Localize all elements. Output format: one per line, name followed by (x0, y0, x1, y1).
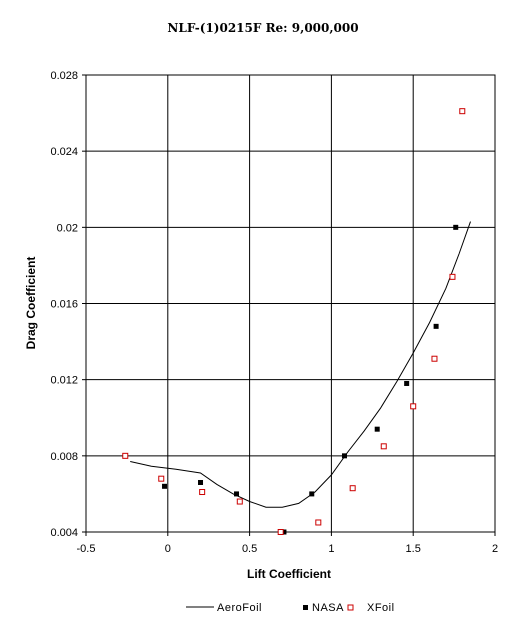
y-tick-label: 0.008 (50, 451, 78, 463)
nasa-point (309, 491, 315, 497)
series-nasa (162, 224, 459, 535)
x-tick-label: 0.5 (242, 543, 257, 555)
legend-item-xfoil: XFoil (347, 602, 395, 614)
legend-label: NASA (312, 602, 344, 614)
chart-title: NLF-(1)0215F Re: 9,000,000 (167, 21, 358, 35)
x-tick-label: -0.5 (77, 543, 96, 555)
series-xfoil (122, 108, 466, 535)
legend: AeroFoil NASA XFoil (186, 602, 395, 614)
xfoil-point (315, 519, 322, 526)
legend-label: XFoil (367, 602, 395, 614)
xfoil-point (236, 498, 243, 505)
nasa-point (433, 323, 439, 329)
xfoil-point (449, 273, 456, 280)
y-tick-label: 0.004 (50, 527, 78, 539)
nasa-point (453, 224, 459, 230)
series-layer (122, 108, 471, 535)
grid-lines (85, 74, 496, 533)
xfoil-point (431, 355, 438, 362)
aerofoil-curve (130, 221, 471, 508)
legend-item-nasa: NASA (303, 602, 344, 614)
y-tick-label: 0.016 (50, 299, 78, 311)
y-axis-label: Drag Coefficient (24, 257, 38, 350)
x-axis-label: Lift Coefficient (247, 567, 331, 581)
nasa-point (162, 483, 168, 489)
y-tick-label: 0.012 (50, 375, 78, 387)
xfoil-point (277, 529, 284, 535)
legend-open-square-swatch (347, 604, 354, 611)
nasa-point (404, 380, 410, 386)
axis-ticks: -0.5 0 0.5 1 1.5 2 0.004 0.008 0.012 0.016 0.02 0.0… (50, 70, 498, 555)
x-tick-label: 2 (492, 543, 498, 555)
x-tick-label: 1.5 (406, 543, 421, 555)
xfoil-point (410, 403, 417, 410)
nasa-point (281, 529, 287, 535)
xfoil-point (459, 108, 466, 115)
legend-label: AeroFoil (217, 602, 262, 614)
nasa-point (198, 479, 204, 485)
xfoil-point (349, 485, 356, 492)
nasa-point (341, 453, 347, 459)
nasa-point (374, 426, 380, 432)
series-aerofoil (130, 221, 471, 508)
y-tick-label: 0.024 (50, 146, 78, 158)
legend-item-aerofoil: AeroFoil (186, 602, 262, 614)
nasa-point (234, 491, 240, 497)
x-tick-label: 0 (165, 543, 171, 555)
y-tick-label: 0.028 (50, 70, 78, 82)
xfoil-point (380, 443, 387, 450)
xfoil-point (199, 489, 206, 496)
y-tick-label: 0.02 (57, 222, 78, 234)
xfoil-point (122, 452, 129, 459)
x-tick-label: 1 (328, 543, 334, 555)
xfoil-point (158, 475, 165, 482)
legend-filled-square-swatch (303, 605, 308, 610)
